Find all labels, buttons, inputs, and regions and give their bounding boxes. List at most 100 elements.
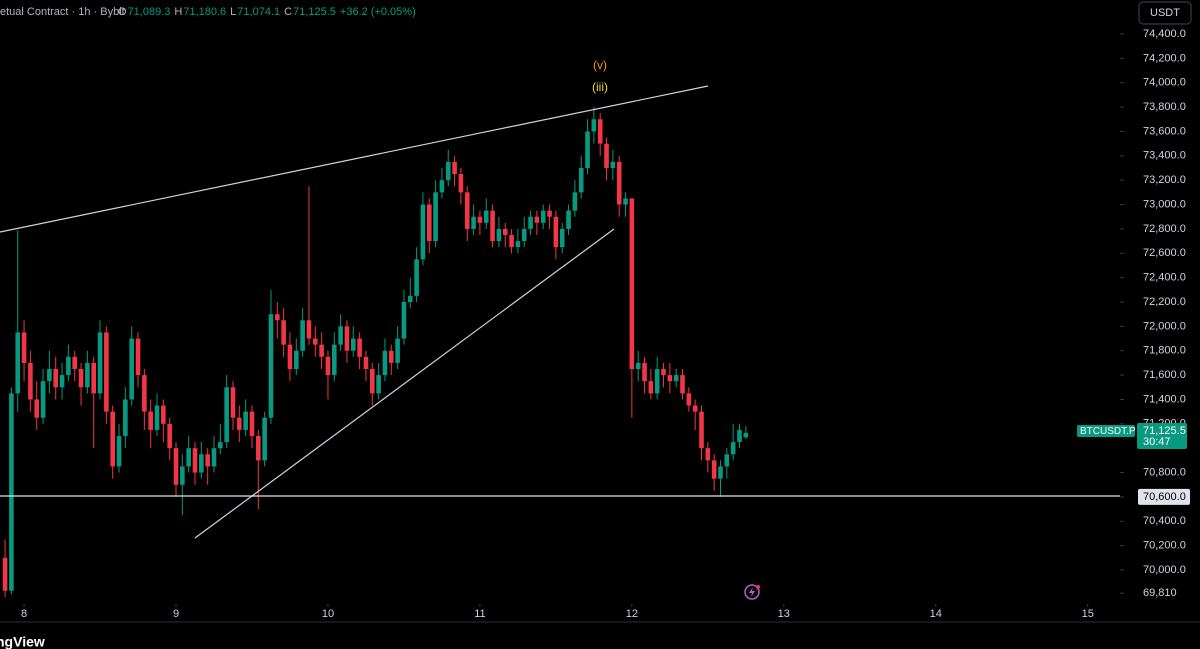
candle-body — [648, 381, 654, 394]
candle-body — [167, 423, 172, 449]
candle-body — [414, 259, 419, 296]
candle-body — [199, 454, 204, 473]
trend-line — [194, 228, 615, 539]
candle-body — [218, 442, 223, 449]
ohlc-value: 71,089.3 — [128, 6, 171, 18]
ohlc-label: C — [284, 6, 292, 18]
candle-body — [477, 216, 483, 223]
x-tick-label: 9 — [173, 608, 179, 620]
candle-body — [161, 405, 166, 424]
candle-body — [9, 393, 14, 591]
candle-body — [711, 460, 717, 479]
candle-body — [445, 161, 451, 181]
candle-body — [433, 192, 438, 242]
candle-body — [192, 448, 198, 473]
candle-body — [407, 295, 413, 302]
ohlc-value: 71,074.1 — [237, 6, 280, 18]
candle-body — [154, 405, 160, 430]
candle-body — [496, 228, 502, 242]
alert-icon[interactable] — [744, 584, 760, 600]
candle-body — [256, 436, 261, 461]
ohlc-label: H — [174, 6, 182, 18]
y-tick-label: 70,600.0 — [1143, 491, 1186, 503]
candle-body — [211, 448, 217, 467]
ohlc-label: O — [118, 6, 127, 18]
candle-body — [249, 411, 255, 437]
candle-body — [363, 356, 369, 370]
x-tick-label: 10 — [322, 608, 334, 620]
candle-body — [123, 399, 128, 437]
candle-body — [306, 320, 312, 339]
candle-body — [312, 338, 318, 345]
candle-body — [237, 417, 242, 430]
candle-body — [635, 362, 641, 370]
candle-body — [724, 454, 730, 467]
brand: ngView — [0, 634, 45, 649]
candle-body — [47, 369, 52, 382]
candle-body — [743, 432, 749, 438]
candle-body — [515, 241, 521, 248]
candle-body — [718, 466, 723, 479]
candle-body — [521, 228, 527, 242]
candle-body — [452, 161, 457, 175]
candle-body — [205, 454, 210, 467]
header: etual Contract · 1h · Bybit O 71,089.3 H 71… — [0, 6, 416, 18]
ohlc-value: 71,180.6 — [183, 6, 226, 18]
candle-body — [15, 332, 21, 394]
y-tick-label: 70,400.0 — [1143, 515, 1186, 527]
y-tick-label: 72,600.0 — [1143, 247, 1186, 259]
candle-body — [91, 362, 97, 394]
candle-body — [34, 399, 40, 418]
candle-body — [553, 216, 559, 248]
plot — [2, 107, 749, 597]
candle-body — [180, 466, 185, 485]
candle-body — [268, 314, 274, 418]
candle-body — [344, 326, 350, 351]
candle-body — [148, 411, 153, 430]
candle-body — [21, 332, 27, 363]
candle-body — [509, 234, 514, 248]
candle-body — [325, 356, 331, 376]
symbol: etual Contract · 1h · Bybit — [0, 6, 125, 18]
candle-body — [186, 448, 191, 467]
currency-label[interactable]: USDT — [1150, 7, 1180, 19]
candle-body — [458, 174, 464, 193]
candle-body — [623, 198, 628, 205]
x-tick-label: 8 — [21, 608, 27, 620]
candle-body — [78, 369, 84, 388]
wave-label: (iii) — [592, 80, 608, 94]
candle-body — [483, 210, 489, 223]
candle-body — [53, 369, 59, 388]
candle-body — [686, 393, 692, 406]
candle-body — [40, 381, 46, 418]
candle-body — [66, 356, 71, 376]
candle-body — [566, 210, 571, 229]
y-tick-label: 72,200.0 — [1143, 296, 1186, 308]
x-tick-label: 14 — [930, 608, 942, 620]
candle-body — [243, 411, 248, 430]
y-tick-label: 73,800.0 — [1143, 101, 1186, 113]
candle-body — [673, 375, 679, 382]
candle-body — [737, 429, 742, 443]
candle-body — [294, 350, 299, 370]
y-tick-label: 72,800.0 — [1143, 223, 1186, 235]
candle-body — [97, 332, 103, 394]
candle-body — [547, 210, 552, 217]
candle-body — [680, 375, 685, 394]
y-tick-label: 72,000.0 — [1143, 320, 1186, 332]
y-tick-label: 71,800.0 — [1143, 345, 1186, 357]
candle-body — [464, 192, 470, 229]
candle-body — [534, 216, 540, 223]
candle-body — [281, 320, 286, 345]
price-tag — [1137, 423, 1187, 449]
candle-body — [110, 411, 115, 467]
x-tick-label: 12 — [626, 608, 638, 620]
candle-body — [2, 557, 8, 591]
candle-body — [173, 448, 179, 485]
candle-body — [426, 204, 432, 242]
currency-button[interactable] — [1138, 1, 1192, 25]
y-tick-label: 70,800.0 — [1143, 466, 1186, 478]
candle-body — [28, 362, 33, 400]
